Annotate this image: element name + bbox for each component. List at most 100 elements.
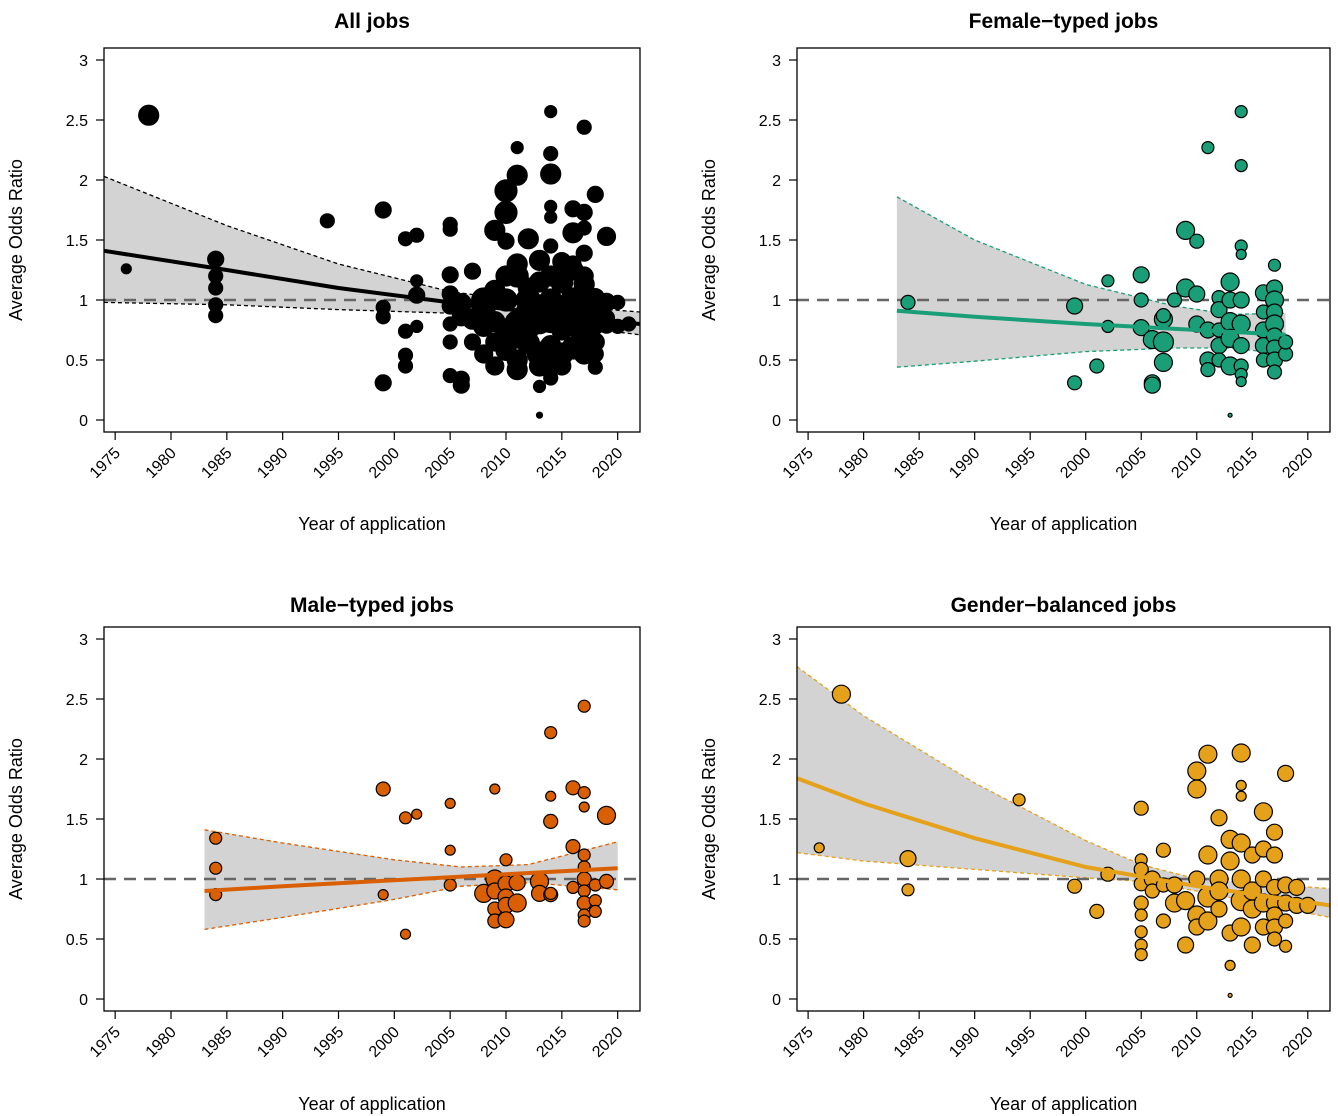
data-point	[506, 359, 528, 381]
data-point	[1265, 823, 1284, 841]
y-tick-label: 2.5	[759, 692, 781, 709]
data-point	[586, 345, 604, 363]
data-point	[1266, 931, 1283, 947]
x-tick-label: 1990	[946, 445, 983, 482]
data-point	[1210, 809, 1228, 827]
data-point	[489, 783, 501, 795]
y-tick-label: 3	[772, 53, 781, 70]
data-point	[494, 200, 518, 224]
data-point	[444, 844, 456, 856]
data-point	[544, 210, 558, 224]
data-point	[1134, 908, 1148, 922]
x-tick-label: 1980	[835, 445, 872, 482]
data-point	[1188, 285, 1206, 303]
band-upper-edge	[204, 829, 618, 868]
x-tick-label: 2005	[1113, 445, 1150, 482]
data-point	[544, 725, 558, 740]
y-tick-label: 2	[772, 173, 781, 190]
data-point	[1224, 959, 1236, 972]
data-point	[1277, 913, 1294, 929]
x-tick-label: 2010	[1168, 1024, 1205, 1061]
data-point	[1220, 851, 1240, 871]
y-axis-label: Average Odds Ratio	[699, 738, 719, 900]
data-point	[1175, 890, 1196, 911]
x-axis-label: Year of application	[990, 514, 1137, 534]
data-point	[510, 141, 524, 155]
data-point	[574, 266, 594, 286]
panel-4: 0 0.5 1 1.5 2 2.5 3 1975 1980 1985 1990 1995 2000 200…	[699, 594, 1331, 1114]
plot-frame	[796, 47, 1331, 433]
y-tick-label: 2.5	[66, 113, 88, 130]
data-point	[1166, 292, 1183, 308]
data-point	[497, 232, 515, 250]
data-point	[1152, 331, 1175, 353]
data-point	[813, 842, 825, 854]
data-point	[1134, 925, 1148, 939]
x-tick-label: 1975	[87, 1024, 124, 1061]
y-tick-label: 0.5	[759, 353, 781, 370]
data-point	[588, 893, 602, 908]
y-tick-label: 2.5	[66, 692, 88, 709]
x-tick-label: 1980	[143, 445, 180, 482]
data-point	[1066, 375, 1083, 391]
x-tick-label: 2000	[1057, 445, 1094, 482]
data-point	[576, 895, 592, 911]
data-point	[410, 319, 424, 333]
x-tick-label: 1990	[254, 1024, 291, 1061]
y-tick-label: 2	[79, 752, 88, 769]
panel-3: 0 0.5 1 1.5 2 2.5 3 1975 1980 1985 1990 1995 2000 200…	[6, 594, 641, 1114]
y-tick-label: 1	[79, 872, 88, 889]
x-tick-label: 1985	[891, 445, 928, 482]
data-point	[1232, 337, 1250, 355]
trend-line	[796, 776, 1331, 908]
data-point	[544, 199, 558, 213]
data-point	[1187, 761, 1207, 781]
x-tick-label: 1985	[198, 445, 235, 482]
data-point	[441, 266, 459, 284]
data-point	[575, 203, 593, 221]
data-point	[899, 849, 917, 868]
y-tick-label: 1	[772, 293, 781, 310]
y-tick-label: 0.5	[759, 932, 781, 949]
data-point	[208, 280, 224, 296]
data-point	[1231, 833, 1251, 853]
data-point	[1089, 903, 1105, 920]
data-point	[577, 699, 591, 713]
data-point	[543, 146, 559, 162]
data-point	[1133, 292, 1149, 308]
data-point	[1065, 297, 1084, 315]
data-point	[452, 376, 470, 394]
data-point	[1176, 936, 1195, 954]
data-point	[319, 213, 335, 229]
x-tick-label: 1975	[780, 1024, 817, 1061]
data-point	[374, 201, 392, 219]
data-point	[1231, 869, 1251, 889]
x-tick-label: 2010	[478, 445, 515, 482]
data-point	[596, 805, 617, 826]
data-point	[375, 309, 391, 325]
data-point	[566, 880, 580, 895]
trend-line	[204, 866, 618, 893]
data-point	[1278, 939, 1293, 953]
x-axis-label: Year of application	[298, 514, 445, 534]
y-tick-label: 2	[772, 752, 781, 769]
confidence-band	[104, 176, 640, 335]
x-tick-label: 1990	[946, 1024, 983, 1061]
data-point	[398, 811, 413, 825]
data-point	[1234, 159, 1248, 173]
data-point	[543, 813, 559, 830]
data-point	[443, 878, 457, 892]
x-tick-label: 1975	[87, 445, 124, 482]
data-point	[463, 333, 482, 351]
x-tick-label: 2005	[1113, 1024, 1150, 1061]
panel-title: Gender−balanced jobs	[951, 594, 1177, 617]
y-tick-label: 1	[79, 293, 88, 310]
data-point	[444, 797, 456, 810]
x-tick-label: 2015	[1224, 445, 1261, 482]
x-tick-label: 2020	[589, 1024, 626, 1061]
data-point	[552, 356, 572, 376]
data-point	[1201, 141, 1215, 155]
data-point	[586, 185, 604, 203]
y-tick-label: 0	[772, 992, 781, 1009]
